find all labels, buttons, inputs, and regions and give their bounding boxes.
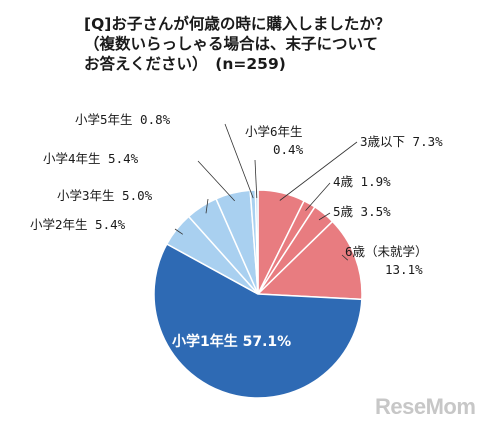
slice-label: 小学4年生 5.4% — [43, 151, 139, 166]
slice-label: 小学1年生 57.1% — [172, 333, 291, 350]
leader-line — [341, 254, 349, 261]
leader-line — [254, 159, 258, 199]
leader-line — [197, 160, 235, 202]
chart-title: [Q]お子さんが何歳の時に購入しましたか？ — [84, 15, 391, 33]
slice-label: 小学2年生 5.4% — [30, 217, 126, 232]
slice-label: 5歳 3.5% — [333, 204, 391, 219]
pie-slice — [256, 220, 363, 301]
slice-label: 3歳以下 7.3% — [360, 134, 443, 149]
slice-label: 小学5年生 0.8% — [75, 112, 171, 127]
resemom-logo: ReseMom — [375, 394, 476, 419]
leader-line — [224, 123, 254, 199]
leader-line — [205, 198, 209, 214]
slice-label: 4歳 1.9% — [333, 174, 391, 189]
chart-subtitle-line-2: お答えください） (n=259) — [84, 55, 286, 73]
leader-line — [318, 212, 331, 221]
leader-line — [174, 228, 184, 235]
pie-slice — [153, 242, 363, 399]
slice-label: 小学3年生 5.0% — [57, 188, 153, 203]
chart-title-block: [Q]お子さんが何歳の時に購入しましたか？ （複数いらっしゃる場合は、末子につい… — [84, 14, 474, 74]
leader-line — [305, 182, 331, 211]
chart-subtitle-line-1: （複数いらっしゃる場合は、末子について — [84, 35, 379, 53]
pie-slices — [153, 189, 363, 399]
leader-line — [279, 141, 358, 201]
slice-label: 6歳（未就学） 13.1% — [345, 244, 428, 277]
leader-lines — [174, 123, 358, 261]
slice-labels: 3歳以下 7.3% 4歳 1.9% 5歳 3.5% 6歳（未就学） 13.1% 小学1年生… — [30, 112, 443, 350]
slice-label: 小学6年生 0.4% — [245, 124, 304, 157]
